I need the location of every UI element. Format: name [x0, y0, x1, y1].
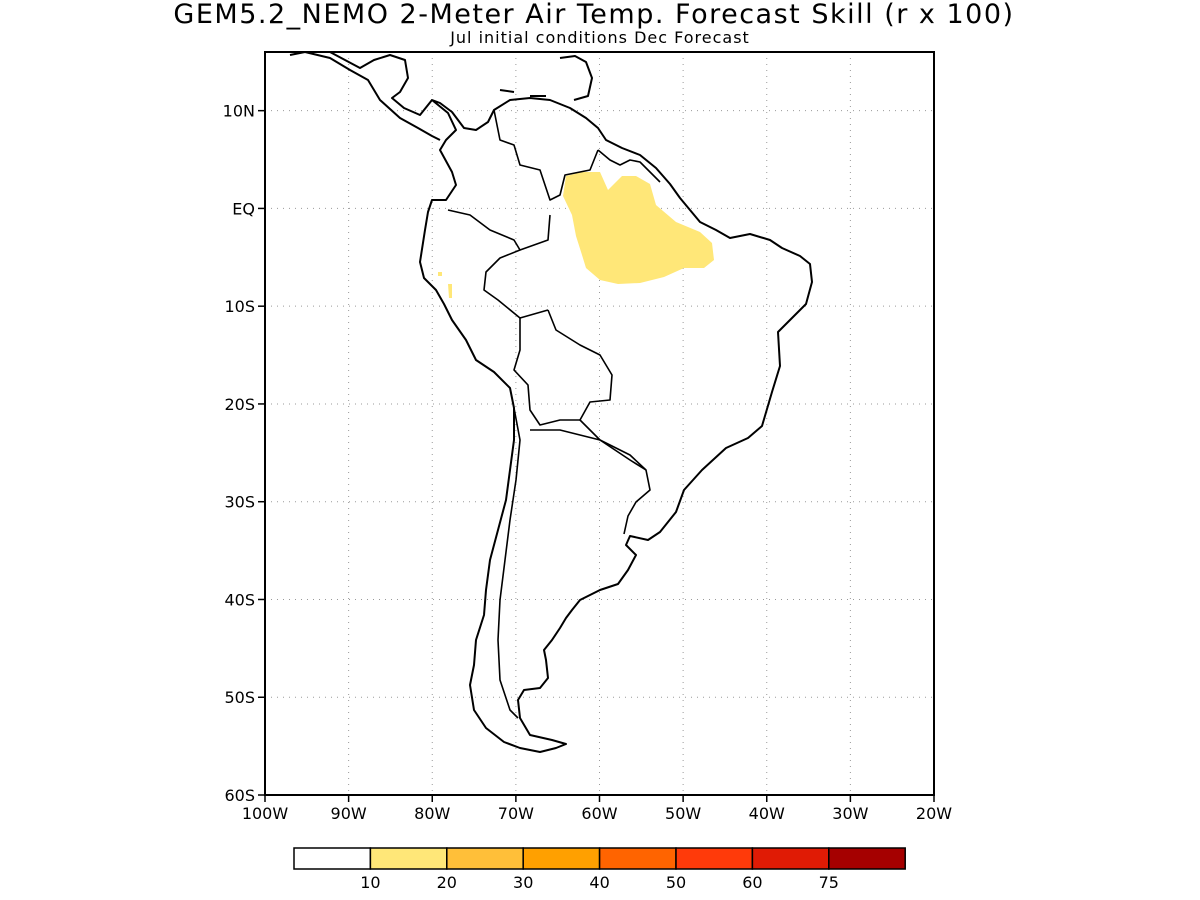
colorbar-label: 60 [742, 873, 762, 892]
amazon-skill-region [563, 172, 714, 284]
lon-tick-label: 20W [916, 804, 952, 823]
border-paraguay-argentina [530, 429, 651, 535]
colorbar-label: 10 [360, 873, 380, 892]
border-colombia-venezuela [493, 109, 599, 201]
lon-tick-label: 60W [581, 804, 617, 823]
lon-tick-label: 30W [832, 804, 868, 823]
colorbar-swatch [598, 847, 677, 870]
lon-tick-label: 50W [665, 804, 701, 823]
border-brazil-west [519, 214, 647, 471]
colorbar-label: 75 [819, 873, 839, 892]
map-subtitle: Jul initial conditions Dec Forecast [450, 28, 750, 47]
lat-tick-label: 20S [224, 395, 255, 414]
peru-skill-speck [448, 284, 452, 298]
colorbar-swatch [369, 847, 448, 870]
colorbar-swatch [522, 847, 601, 870]
lat-tick-label: EQ [232, 199, 255, 218]
map-frame [264, 51, 935, 796]
lat-tick-label: 30S [224, 493, 255, 512]
peru-skill-speck-2 [438, 272, 442, 276]
grid-lines [265, 52, 934, 795]
border-guianas [597, 149, 661, 183]
colorbar-swatch [675, 847, 754, 870]
colorbar-label: 50 [666, 873, 686, 892]
colorbar: 10 20 30 40 50 60 75 [293, 847, 906, 892]
lat-tick-label: 40S [224, 590, 255, 609]
caribbean-islands [499, 55, 593, 101]
lat-tick-label: 60S [224, 786, 255, 805]
colorbar-swatch [293, 847, 372, 870]
lon-tick-label: 80W [414, 804, 450, 823]
skill-shading [438, 172, 714, 298]
lon-tick-label: 100W [242, 804, 289, 823]
lon-tick-label: 90W [331, 804, 367, 823]
central-america-coastline [289, 51, 441, 141]
border-argentina-chile [497, 407, 521, 719]
colorbar-label: 30 [513, 873, 533, 892]
map-title: GEM5.2_NEMO 2-Meter Air Temp. Forecast S… [173, 0, 1015, 30]
lon-tick-label: 40W [749, 804, 785, 823]
colorbar-label: 20 [437, 873, 457, 892]
colorbar-label: 40 [589, 873, 609, 892]
south-america-coastline [419, 97, 813, 753]
colorbar-swatch [446, 847, 524, 870]
border-bolivia [513, 318, 580, 426]
colorbar-swatch [751, 847, 830, 870]
border-colombia-peru [447, 209, 549, 319]
lat-tick-label: 50S [224, 688, 255, 707]
lat-tick-label: 10N [223, 102, 255, 121]
country-borders [447, 109, 661, 719]
colorbar-swatch [828, 847, 906, 870]
lat-tick-label: 10S [224, 297, 255, 316]
coastlines [289, 51, 813, 753]
lon-tick-label: 70W [498, 804, 534, 823]
